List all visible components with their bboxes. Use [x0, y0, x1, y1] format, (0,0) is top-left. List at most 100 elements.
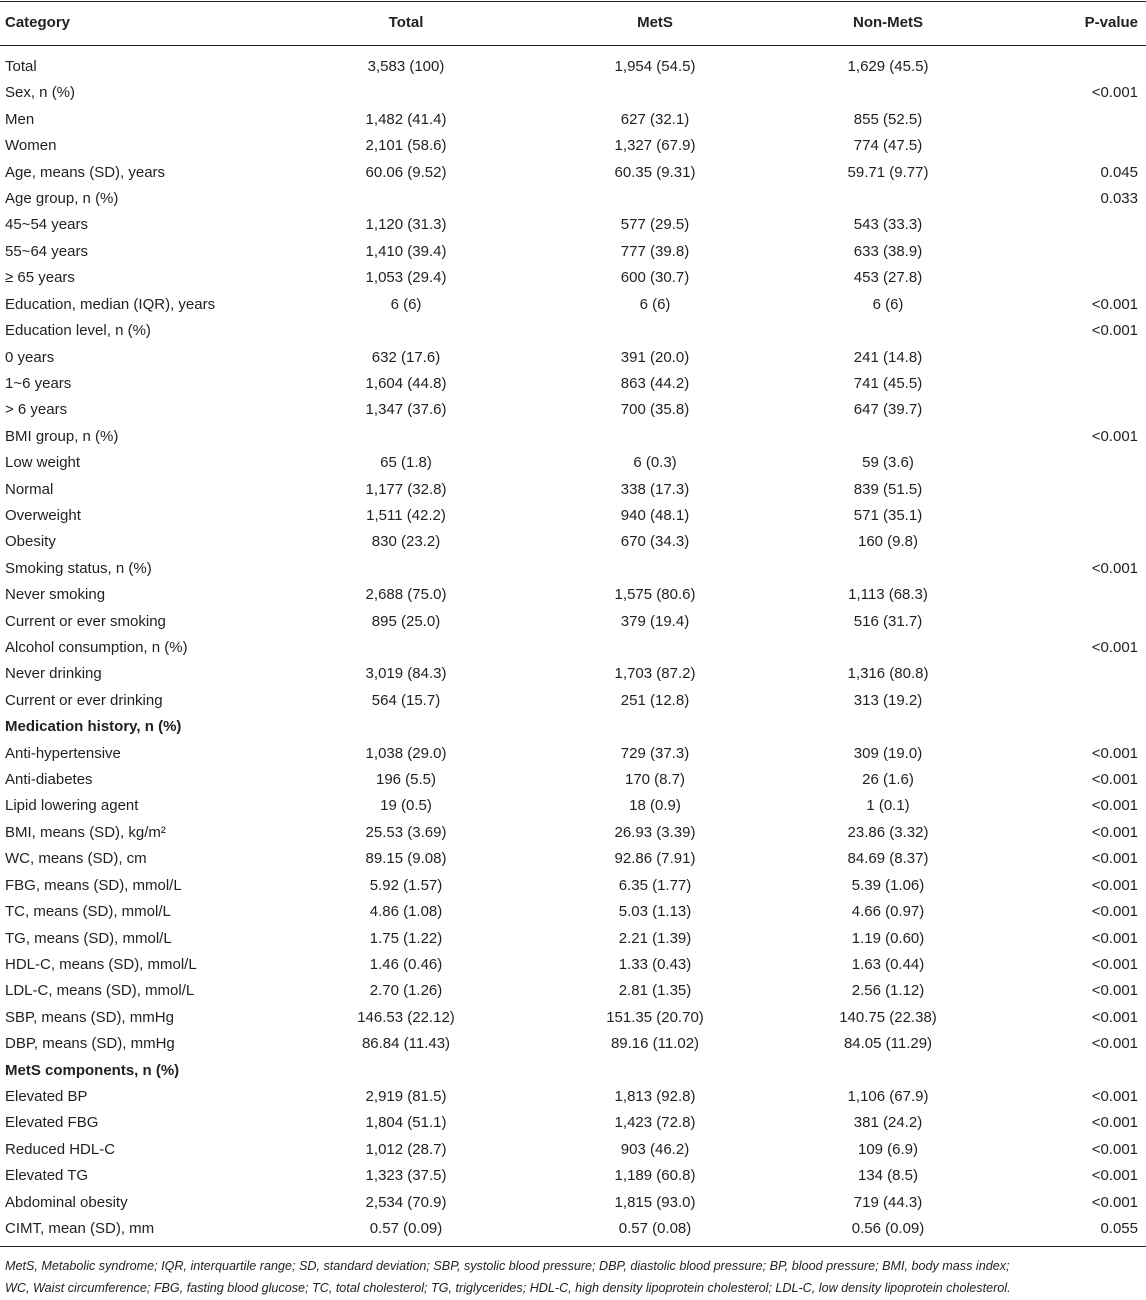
cell-value: 6 (6)	[390, 295, 422, 313]
row-label: Anti-hypertensive	[5, 744, 121, 762]
cell-value: 1.46 (0.46)	[369, 955, 443, 973]
row-label: Abdominal obesity	[5, 1193, 128, 1211]
cell-value: 1,813 (92.8)	[614, 1087, 696, 1105]
cell-value: <0.001	[1091, 1087, 1138, 1105]
cell-value: 170 (8.7)	[624, 771, 686, 789]
cell-value: 1,347 (37.6)	[365, 401, 447, 419]
row-label: Medication history, n (%)	[5, 718, 182, 736]
cell-value: 729 (37.3)	[620, 744, 690, 762]
cell-value: 839 (51.5)	[853, 480, 923, 498]
row-label: Age group, n (%)	[5, 190, 119, 208]
cell-value: <0.001	[1091, 84, 1138, 102]
row-label: DBP, means (SD), mmHg	[5, 1035, 175, 1053]
row-label: Alcohol consumption, n (%)	[5, 639, 188, 657]
row-label: TC, means (SD), mmol/L	[5, 903, 171, 921]
cell-value: 140.75 (22.38)	[839, 1008, 937, 1026]
cell-value: 2.21 (1.39)	[618, 929, 692, 947]
row-label: Men	[5, 110, 35, 128]
row-label: Elevated TG	[5, 1167, 89, 1185]
cell-value: <0.001	[1091, 1008, 1138, 1026]
cell-value: 2,919 (81.5)	[365, 1087, 447, 1105]
cell-value: 1 (0.1)	[866, 797, 910, 815]
cell-value: 633 (38.9)	[853, 242, 923, 260]
cell-value: 241 (14.8)	[853, 348, 923, 366]
cell-value: 5.39 (1.06)	[851, 876, 925, 894]
row-label: 55~64 years	[5, 242, 88, 260]
cell-value: 151.35 (20.70)	[606, 1008, 704, 1026]
cell-value: 1,189 (60.8)	[614, 1167, 696, 1185]
row-label: Education, median (IQR), years	[5, 295, 216, 313]
cell-value: <0.001	[1091, 1035, 1138, 1053]
cell-value: 6 (6)	[872, 295, 904, 313]
cell-value: 0.045	[1100, 163, 1138, 181]
cell-value: 379 (19.4)	[620, 612, 690, 630]
cell-value: 1,410 (39.4)	[365, 242, 447, 260]
cell-value: <0.001	[1091, 744, 1138, 762]
row-label: ≥ 65 years	[5, 269, 75, 287]
cell-value: 1,482 (41.4)	[365, 110, 447, 128]
cell-value: <0.001	[1091, 982, 1138, 1000]
cell-value: <0.001	[1091, 823, 1138, 841]
cell-value: 0.56 (0.09)	[851, 1220, 925, 1238]
cell-value: 313 (19.2)	[853, 691, 923, 709]
cell-value: 1,575 (80.6)	[614, 586, 696, 604]
column-header: MetS	[637, 14, 673, 31]
row-label: Sex, n (%)	[5, 84, 76, 102]
column-header: Total	[388, 14, 424, 31]
header-rule	[0, 45, 1146, 46]
cell-value: 309 (19.0)	[853, 744, 923, 762]
row-label: Current or ever smoking	[5, 612, 166, 630]
row-label: Education level, n (%)	[5, 322, 151, 340]
cell-value: 196 (5.5)	[375, 771, 437, 789]
row-label: Never smoking	[5, 586, 106, 604]
cell-value: 84.05 (11.29)	[843, 1035, 933, 1053]
cell-value: 830 (23.2)	[371, 533, 441, 551]
cell-value: <0.001	[1091, 955, 1138, 973]
cell-value: 1.75 (1.22)	[369, 929, 443, 947]
cell-value: 1.63 (0.44)	[851, 955, 925, 973]
cell-value: <0.001	[1091, 322, 1138, 340]
cell-value: 6 (6)	[639, 295, 671, 313]
row-label: SBP, means (SD), mmHg	[5, 1008, 174, 1026]
row-label: 0 years	[5, 348, 55, 366]
row-label: Low weight	[5, 454, 81, 472]
cell-value: 3,583 (100)	[367, 58, 445, 75]
cell-value: <0.001	[1091, 559, 1138, 577]
cell-value: <0.001	[1091, 903, 1138, 921]
cell-value: 1,323 (37.5)	[365, 1167, 447, 1185]
cell-value: <0.001	[1091, 639, 1138, 657]
cell-value: 5.03 (1.13)	[618, 903, 692, 921]
row-label: Reduced HDL-C	[5, 1140, 116, 1158]
row-label: TG, means (SD), mmol/L	[5, 929, 172, 947]
cell-value: 670 (34.3)	[620, 533, 690, 551]
cell-value: 6 (0.3)	[633, 454, 677, 472]
row-label: Elevated BP	[5, 1087, 88, 1105]
cell-value: 1,053 (29.4)	[365, 269, 447, 287]
row-label: > 6 years	[5, 401, 68, 419]
row-label: Women	[5, 137, 57, 155]
cell-value: 1,815 (93.0)	[614, 1193, 696, 1211]
column-header: Non-MetS	[853, 14, 923, 31]
cell-value: 777 (39.8)	[620, 242, 690, 260]
row-label: Total	[5, 58, 37, 75]
cell-value: 18 (0.9)	[629, 797, 681, 815]
row-label: WC, means (SD), cm	[5, 850, 147, 868]
cell-value: 940 (48.1)	[620, 506, 690, 524]
cell-value: 571 (35.1)	[853, 506, 923, 524]
cell-value: <0.001	[1091, 1114, 1138, 1132]
row-label: Elevated FBG	[5, 1114, 99, 1132]
row-label: Overweight	[5, 506, 81, 524]
row-label: BMI, means (SD), kg/m²	[5, 823, 166, 841]
cell-value: 1,327 (67.9)	[614, 137, 696, 155]
row-label: MetS components, n (%)	[5, 1061, 180, 1079]
cell-value: 26 (1.6)	[862, 771, 914, 789]
cell-value: 4.86 (1.08)	[369, 903, 443, 921]
cell-value: 60.06 (9.52)	[365, 163, 447, 181]
cell-value: <0.001	[1091, 876, 1138, 894]
cell-value: 516 (31.7)	[853, 612, 923, 630]
cell-value: 6.35 (1.77)	[618, 876, 692, 894]
footnote: WC, Waist circumference; FBG, fasting bl…	[5, 1281, 1011, 1295]
row-label: HDL-C, means (SD), mmol/L	[5, 955, 197, 973]
cell-value: 26.93 (3.39)	[614, 823, 696, 841]
